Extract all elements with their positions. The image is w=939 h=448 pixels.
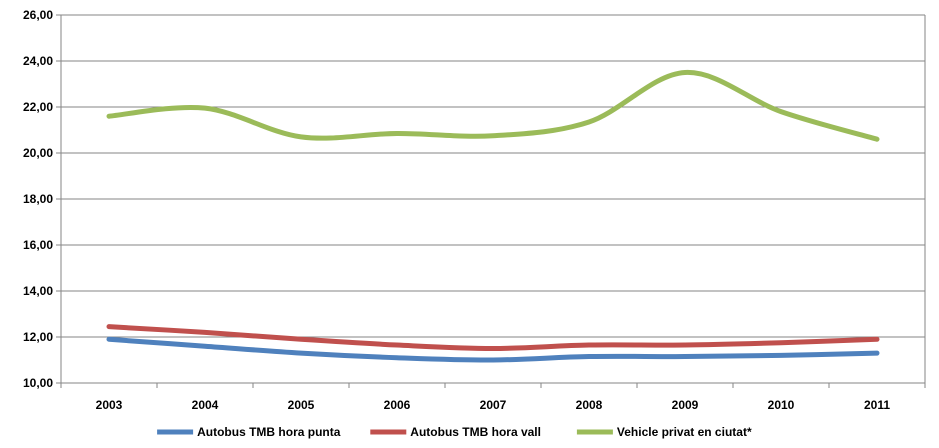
series-line-autobus-tmb-hora-punta xyxy=(106,336,880,363)
legend-item-vehicle-privat-en-ciutat: Vehicle privat en ciutat* xyxy=(576,425,752,439)
series-lines xyxy=(106,69,880,363)
y-tick-label: 22,00 xyxy=(23,100,53,114)
legend-label: Autobus TMB hora punta xyxy=(197,425,341,439)
y-tick-label: 18,00 xyxy=(23,192,53,206)
y-tick-label: 10,00 xyxy=(23,376,53,390)
series-line-vehicle-privat-en-ciutat xyxy=(106,69,880,142)
y-tick-label: 26,00 xyxy=(23,8,53,22)
y-axis: 10,00 12,00 14,00 16,00 18,00 20,00 22,00 24,00… xyxy=(23,8,61,390)
x-tick-label: 2008 xyxy=(576,398,603,412)
y-tick-label: 14,00 xyxy=(23,284,53,298)
legend-label: Autobus TMB hora vall xyxy=(410,425,541,439)
y-tick-label: 12,00 xyxy=(23,330,53,344)
y-tick-label: 16,00 xyxy=(23,238,53,252)
series-line-autobus-tmb-hora-vall xyxy=(106,324,880,351)
x-tick-label: 2003 xyxy=(96,398,123,412)
legend: Autobus TMB hora punta Autobus TMB hora v… xyxy=(157,425,752,439)
x-tick-label: 2006 xyxy=(384,398,411,412)
x-tick-label: 2011 xyxy=(864,398,890,412)
legend-item-autobus-tmb-hora-vall: Autobus TMB hora vall xyxy=(370,425,541,439)
legend-label: Vehicle privat en ciutat* xyxy=(617,425,752,439)
x-axis: 2003 2004 2005 2006 2007 2008 2009 2010 2011 xyxy=(60,383,926,412)
y-tick-label: 20,00 xyxy=(23,146,53,160)
x-tick-label: 2009 xyxy=(672,398,699,412)
gridlines xyxy=(61,14,925,384)
y-tick-label: 24,00 xyxy=(23,54,53,68)
legend-item-autobus-tmb-hora-punta: Autobus TMB hora punta xyxy=(157,425,341,439)
x-tick-label: 2005 xyxy=(288,398,315,412)
x-tick-label: 2010 xyxy=(768,398,795,412)
x-tick-label: 2007 xyxy=(480,398,507,412)
x-tick-label: 2004 xyxy=(192,398,219,412)
